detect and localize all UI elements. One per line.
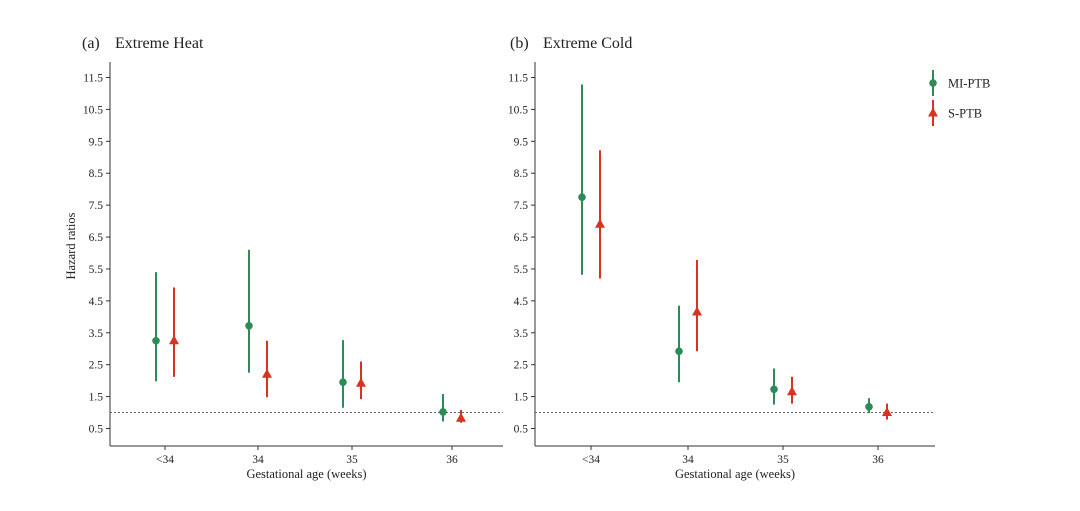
x-tick-label: 35 <box>346 454 358 466</box>
point-estimate <box>675 347 683 356</box>
y-axis-title: Hazard ratios <box>64 212 78 279</box>
point-estimate <box>339 378 347 387</box>
y-tick-label: 3.5 <box>89 328 104 340</box>
y-tick-label: 8.5 <box>514 168 529 180</box>
y-tick-label: 0.5 <box>514 424 529 436</box>
y-tick-label: 4.5 <box>514 296 529 308</box>
y-tick-label: 9.5 <box>514 136 529 148</box>
y-tick-label: 2.5 <box>514 360 529 372</box>
y-tick-label: 11.5 <box>508 73 528 85</box>
y-tick-label: 6.5 <box>514 232 529 244</box>
y-tick-label: 10.5 <box>508 104 528 116</box>
legend: MI-PTB S-PTB <box>928 70 990 126</box>
y-tick-label: 1.5 <box>514 392 529 404</box>
y-tick-label: 1.5 <box>89 392 104 404</box>
point-estimate <box>439 408 447 416</box>
y-tick-label: 6.5 <box>89 232 104 244</box>
y-tick-label: 7.5 <box>89 200 104 212</box>
legend-label: S-PTB <box>948 107 982 121</box>
panel-label: (a) <box>82 35 100 52</box>
x-tick-label: 35 <box>777 454 789 466</box>
x-tick-label: 36 <box>872 454 884 466</box>
point-estimate <box>770 385 778 394</box>
y-tick-label: 9.5 <box>89 136 104 148</box>
y-tick-label: 11.5 <box>83 73 103 85</box>
y-tick-label: 4.5 <box>89 296 104 308</box>
x-axis-title: Gestational age (weeks) <box>246 467 366 481</box>
panel-label: (b) <box>510 35 529 52</box>
point-estimate <box>456 412 466 422</box>
y-tick-label: 5.5 <box>89 264 104 276</box>
x-tick-label: 34 <box>682 454 694 466</box>
y-tick-label: 2.5 <box>89 360 104 372</box>
point-estimate <box>262 368 272 378</box>
point-estimate <box>169 335 179 345</box>
y-tick-label: 0.5 <box>89 424 104 436</box>
legend-triangle-marker <box>928 107 938 117</box>
legend-label: MI-PTB <box>948 77 990 91</box>
x-tick-label: 34 <box>252 454 264 466</box>
legend-circle-marker <box>929 79 937 87</box>
point-estimate <box>595 218 605 228</box>
point-estimate <box>245 321 253 330</box>
y-tick-label: 3.5 <box>514 328 529 340</box>
x-axis-title: Gestational age (weeks) <box>675 467 795 481</box>
point-estimate <box>578 193 586 201</box>
panel-title: Extreme Heat <box>115 35 204 52</box>
y-tick-label: 5.5 <box>514 264 529 276</box>
point-estimate <box>882 407 892 417</box>
x-tick-label: <34 <box>582 454 600 466</box>
panel-title: Extreme Cold <box>543 35 632 52</box>
point-estimate <box>152 336 160 345</box>
y-tick-label: 8.5 <box>89 168 104 180</box>
panel-extreme-cold: 0.5 1.5 2.5 3.5 4.5 5.5 6.5 7.5 8.5 9.5 10.5 11.5 <3… <box>508 35 935 481</box>
y-tick-label: 7.5 <box>514 200 529 212</box>
point-estimate <box>865 403 873 411</box>
y-tick-label: 10.5 <box>83 104 103 116</box>
x-tick-label: <34 <box>156 454 174 466</box>
point-estimate <box>356 377 366 387</box>
point-estimate <box>787 386 797 396</box>
point-estimate <box>692 306 702 316</box>
x-tick-label: 36 <box>446 454 458 466</box>
panel-extreme-heat: 0.5 1.5 2.5 3.5 4.5 5.5 6.5 7.5 8.5 9.5 10.5 11.5 <3… <box>64 35 503 481</box>
